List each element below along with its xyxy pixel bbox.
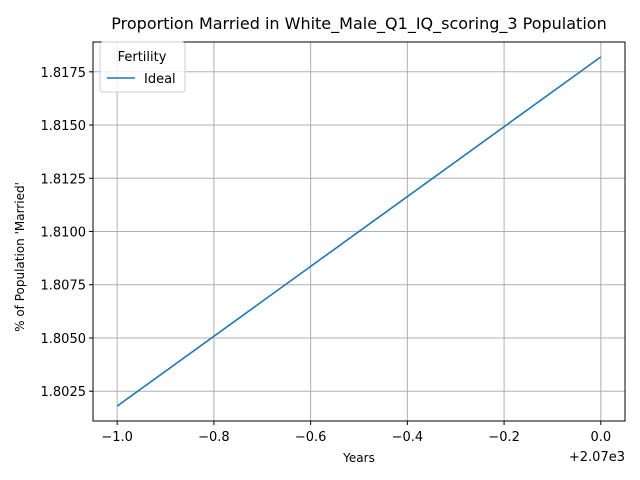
y-axis-ticks: 1.8025 1.8050 1.8075 1.8100 1.8125 1.8150 1.81… [41,66,93,400]
x-tick-label: −0.8 [198,430,230,445]
y-tick-label: 1.8050 [41,332,87,347]
y-tick-label: 1.8150 [41,119,87,134]
series-layer [116,56,602,407]
legend-box [99,41,186,93]
legend-label-ideal: Ideal [144,72,176,87]
x-tick-label: −1.0 [101,430,133,445]
chart-title: Proportion Married in White_Male_Q1_IQ_s… [111,14,606,34]
x-axis-label: Years [342,451,375,465]
legend-title: Fertility [118,50,167,65]
x-axis-ticks: −1.0 −0.8 −0.6 −0.4 −0.2 0.0 [101,421,611,445]
y-axis-label: % of Population 'Married' [13,182,27,332]
y-tick-label: 1.8075 [41,279,87,294]
x-tick-label: −0.6 [295,430,327,445]
y-tick-label: 1.8100 [41,226,87,241]
x-tick-label: −0.4 [392,430,424,445]
x-tick-label: −0.2 [488,430,520,445]
series-line-ideal [116,56,602,407]
y-tick-label: 1.8175 [41,66,87,81]
y-tick-label: 1.8025 [41,385,87,400]
legend: Fertility Ideal [99,41,186,93]
x-axis-offset-label: +2.07e3 [569,450,625,465]
y-tick-label: 1.8125 [41,172,87,187]
x-tick-label: 0.0 [590,430,611,445]
